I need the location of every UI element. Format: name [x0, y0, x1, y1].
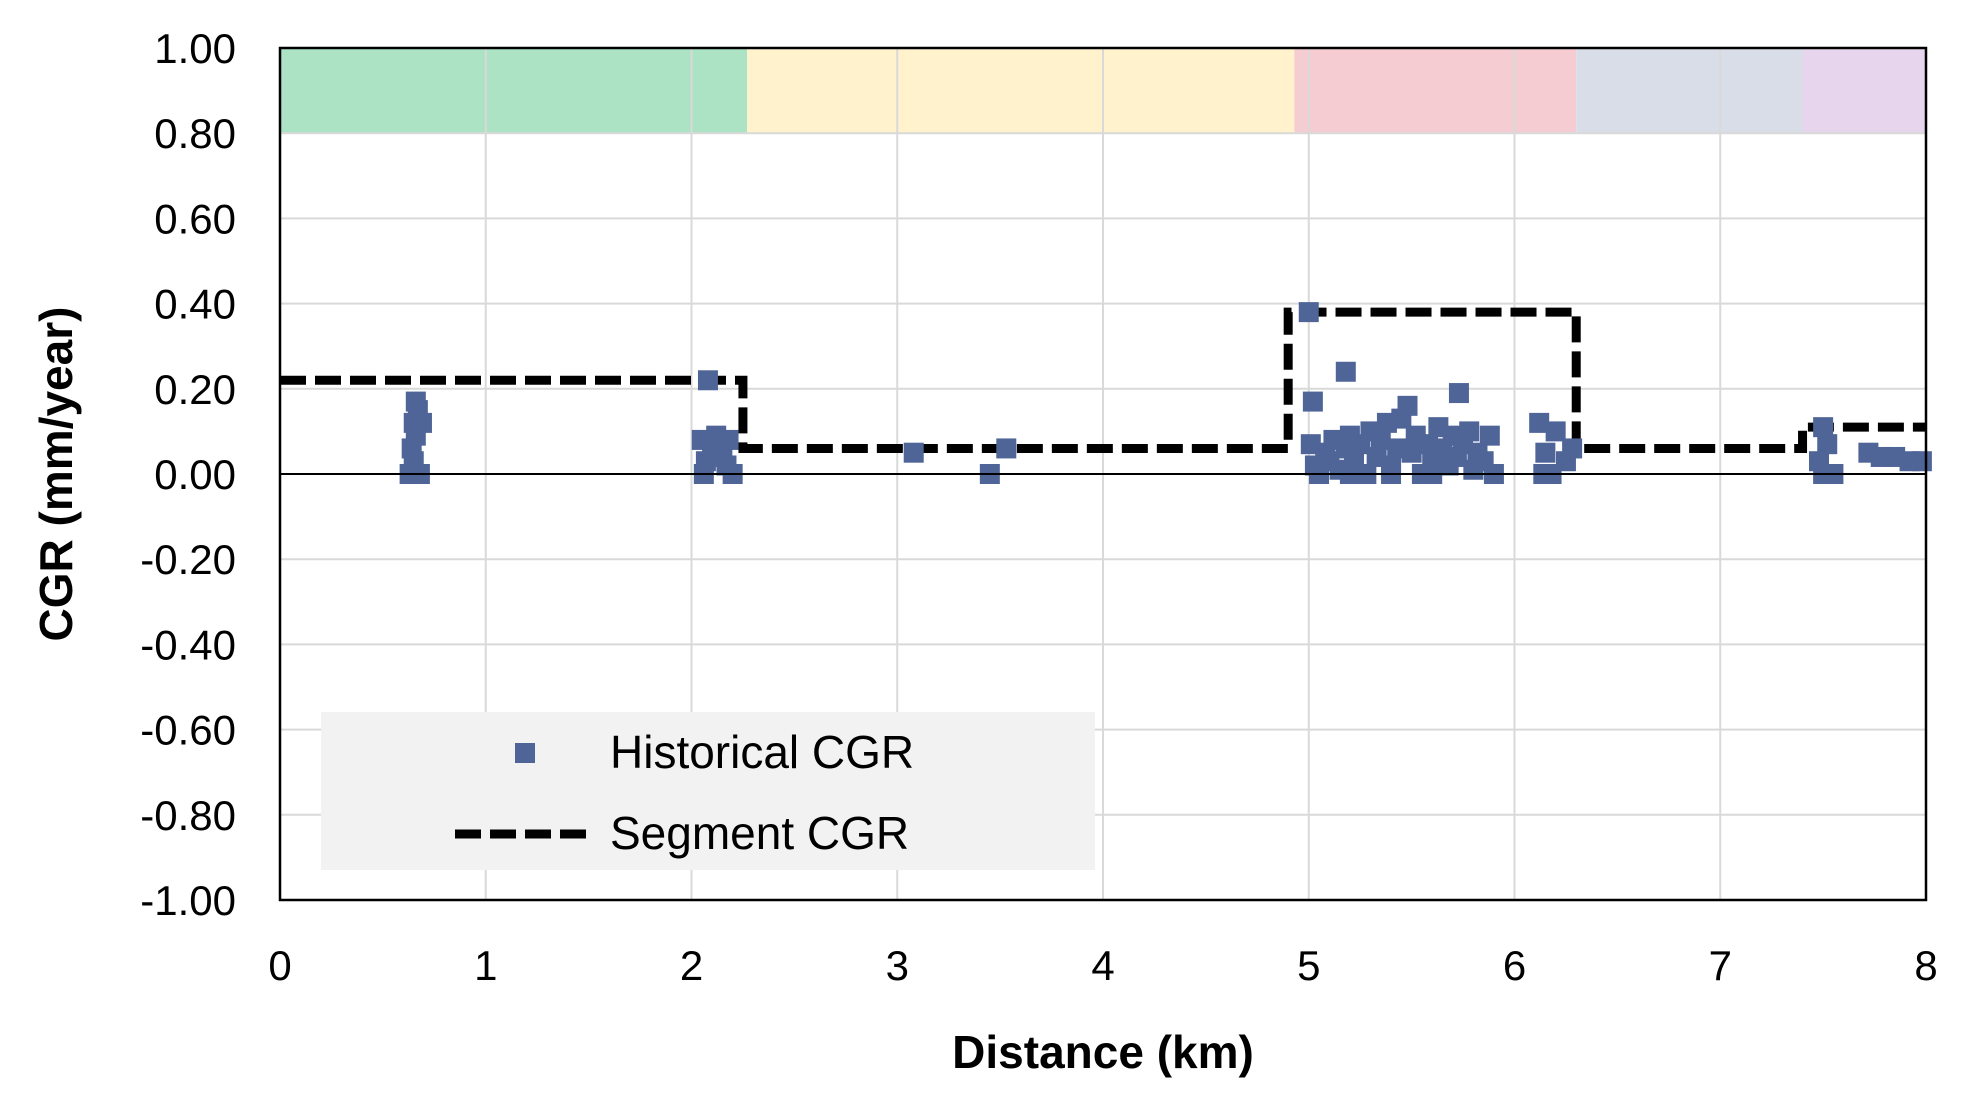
- band-3: [1576, 48, 1803, 134]
- band-0: [280, 48, 748, 134]
- historical-cgr-point: [1397, 395, 1418, 416]
- x-axis-label: Distance (km): [952, 1026, 1254, 1078]
- historical-cgr-point: [1817, 434, 1838, 455]
- x-tick-label: 7: [1709, 942, 1732, 989]
- y-tick-label: 0.40: [154, 281, 236, 328]
- y-tick-label: -0.60: [140, 707, 236, 754]
- x-tick-label: 1: [474, 942, 497, 989]
- legend-label-historical: Historical CGR: [610, 726, 914, 778]
- historical-cgr-point: [1479, 425, 1500, 446]
- x-tick-label: 2: [680, 942, 703, 989]
- y-tick-label: -0.20: [140, 536, 236, 583]
- y-axis-label: CGR (mm/year): [30, 307, 82, 642]
- historical-cgr-point: [411, 412, 432, 433]
- historical-cgr-point: [1545, 421, 1566, 442]
- historical-cgr-point: [718, 429, 739, 450]
- category-bands: [280, 48, 1926, 134]
- segment-cgr-line: [280, 307, 1926, 453]
- historical-cgr-point: [716, 455, 737, 476]
- historical-cgr-point: [1562, 438, 1583, 459]
- y-tick-label: 0.80: [154, 110, 236, 157]
- x-tick-label: 6: [1503, 942, 1526, 989]
- historical-cgr-point: [1448, 383, 1469, 404]
- historical-cgr-point: [1401, 442, 1422, 463]
- y-tick-label: -1.00: [140, 877, 236, 924]
- y-tick-label: -0.80: [140, 792, 236, 839]
- historical-cgr-point: [1298, 302, 1319, 323]
- segment-cgr-series: [280, 307, 1926, 453]
- x-tick-label: 5: [1297, 942, 1320, 989]
- historical-cgr-point: [1813, 417, 1834, 438]
- historical-cgr-point: [1302, 391, 1323, 412]
- x-tick-label: 8: [1914, 942, 1937, 989]
- plot-frame: [278, 46, 1928, 902]
- historical-cgr-point: [903, 442, 924, 463]
- axes: [278, 46, 1928, 902]
- legend: Historical CGR Segment CGR: [321, 712, 1095, 870]
- historical-cgr-series: [399, 302, 1932, 484]
- historical-cgr-point: [697, 370, 718, 391]
- y-tick-label: 0.00: [154, 451, 236, 498]
- legend-marker-historical: [515, 743, 535, 763]
- x-tick-label: 3: [886, 942, 909, 989]
- historical-cgr-point: [996, 438, 1017, 459]
- legend-label-segment: Segment CGR: [610, 807, 909, 859]
- historical-cgr-point: [1370, 429, 1391, 450]
- band-4: [1802, 48, 1926, 134]
- y-tick-label: -0.40: [140, 621, 236, 668]
- historical-cgr-point: [1535, 442, 1556, 463]
- historical-cgr-point: [1529, 412, 1550, 433]
- x-tick-label: 4: [1091, 942, 1114, 989]
- tick-labels: 0 1 2 3 4 5 6 7 8 1.00 0.80 0.60 0.40 0.20 0.00 -0.20 -0…: [140, 25, 1937, 989]
- y-tick-label: 0.20: [154, 366, 236, 413]
- band-1: [747, 48, 1295, 134]
- historical-cgr-point: [1335, 361, 1356, 382]
- x-tick-label: 0: [268, 942, 291, 989]
- legend-box: [321, 712, 1095, 870]
- historical-cgr-point: [1911, 451, 1932, 472]
- y-tick-label: 0.60: [154, 195, 236, 242]
- y-tick-label: 1.00: [154, 25, 236, 72]
- historical-cgr-point: [1459, 421, 1480, 442]
- band-2: [1294, 48, 1577, 134]
- historical-cgr-point: [405, 391, 426, 412]
